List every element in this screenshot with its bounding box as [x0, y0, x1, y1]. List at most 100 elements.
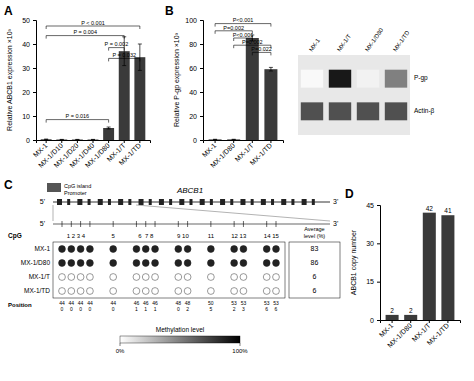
cpg-dot: [68, 260, 75, 267]
exon: [67, 199, 70, 205]
y-tick-label: 100: [185, 17, 197, 24]
cpg-group-label: 9 10: [177, 233, 189, 239]
y-axis-title: ABCB1 copy number: [350, 229, 358, 295]
exon: [190, 199, 193, 205]
exon: [77, 199, 82, 205]
cpg-dot: [184, 260, 191, 267]
x-tick-label: MX-1/TD: [118, 142, 143, 167]
significance-label: P = 0.002: [105, 41, 129, 47]
promoter-label: Promoter: [64, 190, 87, 196]
exon: [179, 199, 184, 205]
cpg-dot: [110, 260, 117, 267]
significance-bracket: [252, 52, 271, 55]
x-tick-label: MX-1/D80: [209, 142, 236, 169]
significance-bracket: [109, 48, 125, 51]
x-tick-mark: [93, 140, 94, 143]
exon: [302, 199, 307, 205]
panel-letter: C: [4, 178, 13, 192]
x-axis-line: [204, 141, 284, 144]
significance-bracket: [46, 120, 108, 123]
position-label: 480: [176, 300, 182, 312]
exon: [220, 199, 225, 205]
cpg-dot: [207, 260, 214, 267]
data-label: 2: [390, 307, 394, 314]
bar: [72, 139, 83, 140]
cpg-site: [243, 221, 244, 227]
average-box: [289, 242, 340, 298]
position-label: 532: [231, 300, 237, 312]
cpg-dot: [231, 288, 238, 295]
position-header: Position: [8, 302, 32, 308]
cpg-dot: [142, 288, 149, 295]
y-tick: 80: [189, 41, 203, 48]
bar: [41, 139, 52, 140]
y-tick-mark: [377, 282, 380, 283]
cpg-dot: [110, 246, 117, 253]
cpg-dot: [77, 246, 84, 253]
y-tick: 40: [189, 89, 203, 96]
promoter-label: CpG island: [64, 183, 91, 189]
text-line: level (%): [304, 233, 326, 239]
cpg-dot: [231, 246, 238, 253]
text-line: 1: [154, 306, 157, 312]
cpg-dot: [240, 288, 247, 295]
y-tick: 30: [22, 65, 36, 72]
bar: [103, 128, 114, 140]
average-header: Averagelevel (%): [304, 226, 326, 239]
position-label: 440: [87, 300, 93, 312]
significance-label: P<0.001: [233, 17, 254, 23]
blot-band: [329, 102, 351, 120]
cpg-site: [234, 221, 235, 227]
cpg-dot: [263, 260, 270, 267]
cpg-dot: [68, 274, 75, 281]
position-label: 440: [78, 300, 84, 312]
exon: [240, 199, 245, 205]
zoom-line: [53, 224, 330, 225]
plot-area: [386, 213, 455, 320]
x-axis-line: [37, 141, 151, 144]
colorbar: [120, 336, 240, 343]
x-tick-mark: [233, 140, 234, 143]
blot-band: [301, 70, 323, 88]
plot-area: [209, 35, 278, 140]
blot-band: [301, 102, 323, 120]
exon: [200, 199, 205, 205]
y-tick: 10: [22, 113, 36, 120]
y-tick: 60: [189, 65, 203, 72]
row-label: MX-1: [34, 245, 50, 252]
cpg-site: [178, 221, 179, 227]
cpg-dot: [133, 288, 140, 295]
position-label: 505: [208, 300, 214, 312]
blot-band: [385, 70, 407, 88]
error-bar: [60, 139, 64, 140]
cpg-dot: [87, 288, 94, 295]
position-label: 461: [143, 300, 149, 312]
x-tick: MX-1: [378, 320, 395, 339]
cpg-dot: [207, 246, 214, 253]
y-tick-mark: [377, 243, 380, 244]
blot-band: [357, 102, 379, 120]
cpg-site: [210, 221, 211, 227]
y-tick-label: 40: [189, 89, 197, 96]
y-axis-line: [377, 206, 381, 321]
cpg-dot: [184, 246, 191, 253]
cpg-dot: [77, 260, 84, 267]
exon: [139, 199, 144, 205]
y-tick-mark: [33, 20, 36, 21]
y-tick-mark: [200, 92, 203, 93]
x-tick: MX-1/TD: [249, 140, 274, 166]
position-label: 536: [264, 300, 270, 312]
x-tick: MX-1/TD: [426, 320, 451, 346]
cpg-dot: [59, 288, 66, 295]
x-tick-mark: [215, 140, 216, 143]
cpg-dot: [263, 274, 270, 281]
promoter-box: [47, 183, 61, 192]
cpg-dot: [152, 260, 159, 267]
x-tick-mark: [447, 320, 448, 323]
position-label: 536: [273, 300, 279, 312]
exon: [251, 199, 254, 205]
significance-label: P = 0.032: [112, 52, 136, 58]
cpg-site: [80, 221, 81, 227]
y-tick: 20: [189, 113, 203, 120]
exon: [271, 199, 274, 205]
